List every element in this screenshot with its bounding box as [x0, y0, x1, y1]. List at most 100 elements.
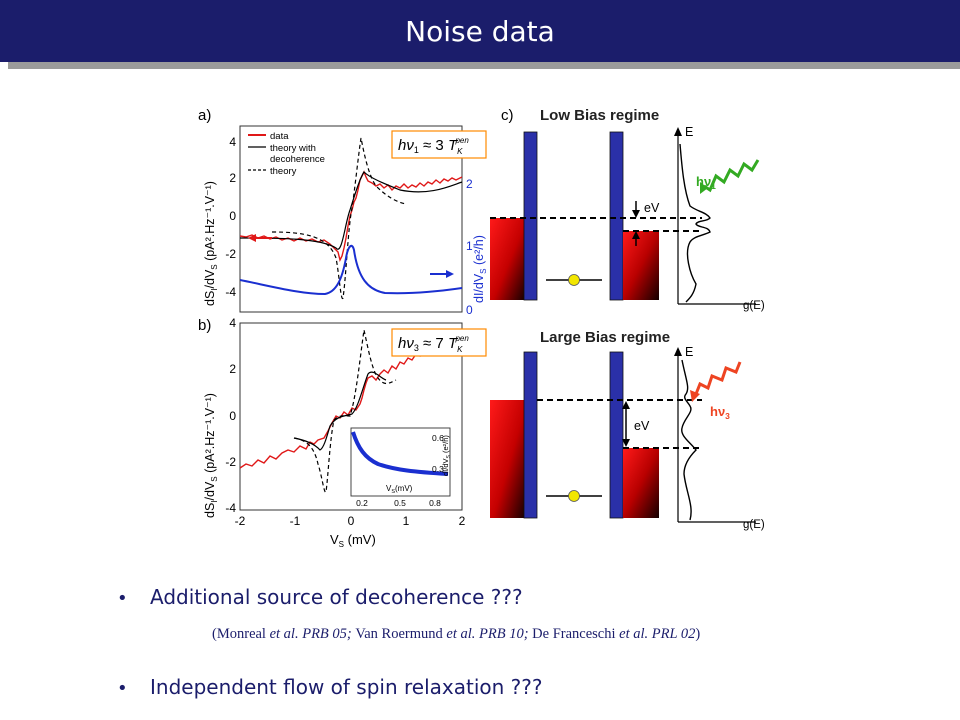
inset-xtick-02: 0.2: [356, 498, 368, 508]
low-bias-title: Low Bias regime: [540, 107, 659, 124]
large-bias-title: Large Bias regime: [540, 329, 670, 346]
lower-E-label: E: [685, 345, 693, 359]
legend-theory: theory: [270, 166, 297, 177]
rtick-0: 0: [466, 303, 473, 317]
ytick-a-0: 0: [229, 209, 236, 223]
panel-a: a) data theory with decoherence theory 4…: [198, 107, 488, 317]
lower-right-barrier: [609, 351, 624, 519]
bullet-text-spin-relaxation: Independent flow of spin relaxation ???: [150, 675, 543, 699]
inset-frame: [350, 427, 451, 497]
legend-decoherence: decoherence: [270, 154, 325, 165]
lower-left-barrier: [523, 351, 538, 519]
panel-b-xticks: -2 -1 0 1 2: [235, 514, 466, 528]
panel-a-theory-decoherence: [240, 171, 462, 250]
title-bar: Noise data: [0, 0, 960, 62]
upper-ev-label: eV: [644, 201, 660, 215]
panel-b-yticks: 4 2 0 -2 -4: [225, 316, 236, 515]
formula-hv1-box: hν1 ≈ 3 TKpen: [391, 130, 487, 159]
lower-E-axis-arrowhead: [674, 347, 682, 356]
inset-ylabel: dI/dVS (e²/h): [441, 435, 452, 476]
panel-b: b) 4 2 0 -2 -4 -2 -1 0 1 2 VS (mV) dSI/d…: [198, 316, 487, 549]
ytick-b-m4: -4: [225, 501, 236, 515]
formula-hv1: hν1 ≈ 3 TKpen: [398, 136, 469, 156]
panel-b-xlabel: VS (mV): [330, 532, 376, 549]
upper-ev-arrowhead-bottom: [632, 231, 640, 239]
bullet-text-decoherence: Additional source of decoherence ???: [150, 585, 523, 609]
formula-hv1-frame: [391, 130, 487, 159]
lower-ev-arrowhead-top: [622, 401, 630, 409]
ytick-b-4: 4: [229, 316, 236, 330]
xtick-m2: -2: [235, 514, 246, 528]
inset-ytick-06: 0.6: [432, 433, 444, 443]
xtick-m1: -1: [290, 514, 301, 528]
lower-dot: [568, 490, 580, 502]
bullet-decoherence: • Additional source of decoherence ???: [117, 585, 523, 609]
upper-right-barrier: [609, 131, 624, 301]
inset-xtick-08: 0.8: [429, 498, 441, 508]
inset-yticks: 0.6 0.3: [432, 433, 444, 474]
panel-a-data-curve: [240, 170, 462, 263]
rtick-2: 2: [466, 177, 473, 191]
formula-hv3: hν3 ≈ 7 TKpen: [398, 334, 469, 354]
hv1-photon: [703, 159, 760, 193]
ytick-b-m2: -2: [225, 455, 236, 469]
legend-data: data: [270, 131, 289, 142]
inset-xtick-05: 0.5: [394, 498, 406, 508]
panel-a-right-label: dI/dVS (e²/h): [472, 235, 488, 303]
ytick-b-2: 2: [229, 362, 236, 376]
panel-c: c) Low Bias regime Large Bias regime eV …: [490, 107, 765, 531]
panel-a-label: a): [198, 107, 211, 124]
title-shadow: [8, 62, 960, 69]
hv3-label: hν3: [710, 404, 730, 421]
dIdV-axis-arrowhead: [446, 270, 454, 278]
bullet-dot-2: •: [117, 678, 128, 699]
panel-a-theory: [271, 137, 407, 299]
lower-ev-label: eV: [634, 419, 650, 433]
lower-g-label: g(E): [743, 519, 765, 531]
upper-dot: [568, 274, 580, 286]
panel-a-ylabel: dSI/dVS (pA².Hz⁻¹.V⁻¹): [203, 181, 219, 306]
panel-a-right-ticks: 2 1 0: [466, 177, 473, 317]
data-axis-arrowhead: [248, 234, 256, 242]
panel-b-ylabel: dSI/dVS (pA².Hz⁻¹.V⁻¹): [203, 393, 219, 518]
xtick-0: 0: [348, 514, 355, 528]
rtick-1: 1: [466, 239, 473, 253]
lower-left-lead: [490, 400, 524, 518]
ytick-a-4: 4: [229, 135, 236, 149]
lower-right-lead: [623, 448, 659, 518]
formula-hv3-frame: [391, 328, 487, 357]
xtick-2: 2: [459, 514, 466, 528]
inset-xlabel: VS(mV): [386, 484, 413, 495]
ytick-b-0: 0: [229, 409, 236, 423]
upper-E-axis-arrowhead: [674, 127, 682, 136]
panel-c-label: c): [501, 107, 514, 124]
ytick-a-m4: -4: [225, 285, 236, 299]
noise-figure: a) data theory with decoherence theory 4…: [198, 107, 765, 549]
inset-ytick-03: 0.3: [432, 464, 444, 474]
hv1-label: hν1: [696, 174, 716, 191]
lower-ev-arrowhead-bottom: [622, 439, 630, 447]
formula-hv3-box: hν3 ≈ 7 TKpen: [391, 328, 487, 357]
upper-E-label: E: [685, 125, 693, 139]
hv3-photon: [694, 361, 742, 395]
upper-left-barrier: [523, 131, 538, 301]
upper-dos-curve: [679, 143, 711, 303]
panel-a-dIdV-curve: [240, 244, 462, 296]
upper-left-lead: [490, 218, 524, 300]
xtick-1: 1: [403, 514, 410, 528]
panel-a-frame: [239, 125, 463, 313]
legend-theory-with: theory with: [270, 143, 316, 154]
inset-curve: [351, 431, 449, 476]
panel-b-label: b): [198, 317, 211, 334]
panel-a-yticks: 4 2 0 -2 -4: [225, 135, 236, 299]
upper-right-lead: [623, 231, 659, 300]
ytick-a-2: 2: [229, 171, 236, 185]
hv1-photon-arrowhead: [700, 182, 708, 194]
upper-g-label: g(E): [743, 300, 765, 312]
bullet-dot-1: •: [117, 588, 128, 609]
hv3-photon-arrowhead: [690, 390, 700, 402]
ytick-a-m2: -2: [225, 247, 236, 261]
panel-b-frame: [239, 322, 463, 511]
lower-dos-curve: [681, 359, 697, 521]
upper-ev-arrowhead-top: [632, 210, 640, 218]
